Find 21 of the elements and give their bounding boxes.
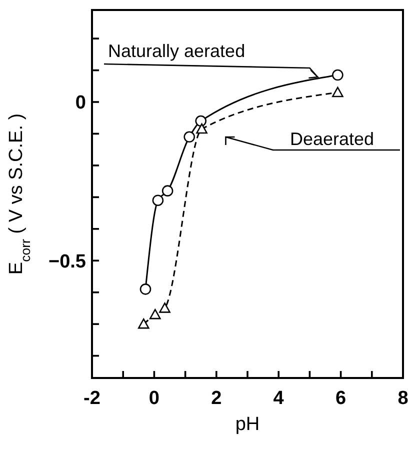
y-tick-label: −0.5	[48, 251, 86, 272]
series-label: Deaerated	[290, 129, 374, 149]
x-tick-label: 4	[273, 388, 284, 409]
x-tick-label: 8	[398, 388, 408, 409]
x-tick-label: 2	[211, 388, 222, 409]
point	[332, 69, 344, 81]
point	[149, 308, 161, 320]
point	[152, 194, 164, 206]
point	[159, 302, 170, 313]
point	[138, 318, 150, 329]
point	[140, 284, 152, 295]
point	[184, 131, 195, 143]
point	[195, 115, 206, 127]
x-tick-label: 0	[148, 388, 160, 409]
x-axis-title: pH	[235, 414, 260, 435]
point	[162, 185, 174, 196]
series-label: Naturally aerated	[108, 41, 246, 61]
x-tick-label: 6	[336, 388, 346, 409]
point	[332, 86, 344, 98]
x-tick-label: -2	[84, 388, 100, 409]
point	[196, 123, 208, 134]
